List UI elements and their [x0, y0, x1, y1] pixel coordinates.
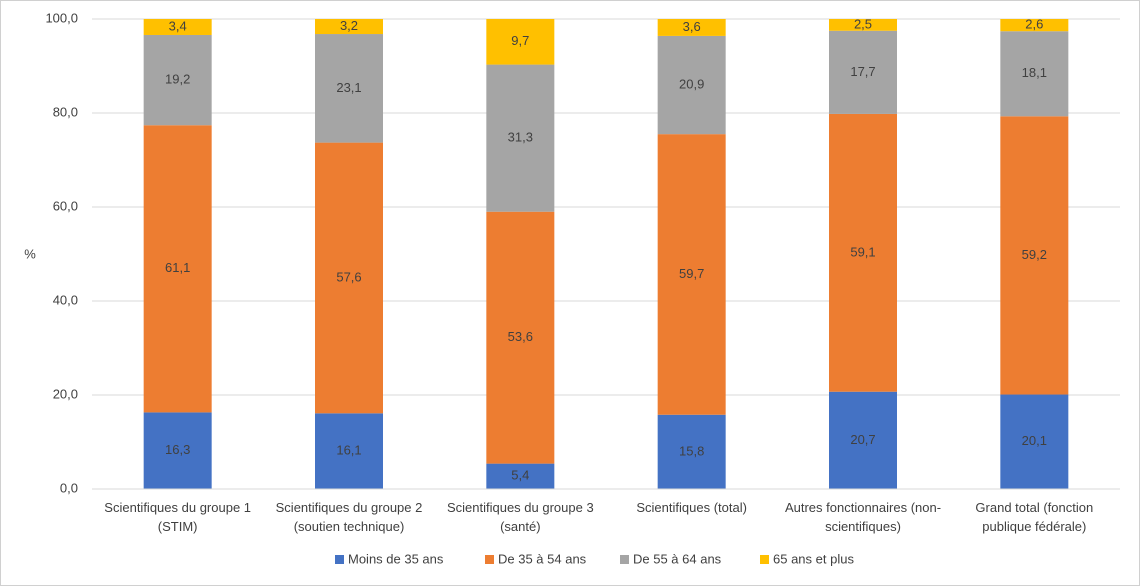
legend-swatch: [485, 555, 494, 564]
x-tick-label-line: Scientifiques du groupe 2: [276, 500, 423, 515]
x-tick-label: Grand total (fonction publique fédérale): [975, 500, 1093, 534]
y-tick-label: 20,0: [53, 386, 78, 401]
y-tick-label: 40,0: [53, 292, 78, 307]
legend-swatch: [760, 555, 769, 564]
x-tick-label-line: scientifiques): [825, 519, 901, 534]
bar-segment: [657, 35, 726, 135]
value-label: 53,6: [508, 329, 533, 344]
value-label: 15,8: [679, 443, 704, 458]
value-label: 57,6: [336, 269, 361, 284]
bar-segment: [486, 463, 555, 489]
value-label: 19,2: [165, 72, 190, 87]
bar-segment: [315, 19, 383, 35]
bar-segment: [1000, 19, 1069, 32]
value-label: 23,1: [336, 80, 361, 95]
value-label: 31,3: [508, 130, 533, 145]
legend-label: 65 ans et plus: [773, 551, 854, 566]
legend-swatch: [620, 555, 629, 564]
value-label: 3,4: [169, 18, 187, 33]
legend-label: De 35 à 54 ans: [498, 551, 587, 566]
x-tick-label-line: Grand total (fonction: [975, 500, 1093, 515]
y-axis-label: %: [24, 246, 36, 261]
bar-segment: [657, 19, 726, 36]
legend-label: Moins de 35 ans: [348, 551, 444, 566]
x-tick-label: Scientifiques du groupe 3 (santé): [447, 500, 594, 534]
x-tick-label: Scientifiques (total): [636, 500, 747, 515]
y-tick-label: 60,0: [53, 198, 78, 213]
x-tick-label-line: (STIM): [158, 519, 198, 534]
value-label: 20,7: [850, 432, 875, 447]
x-tick-label-line: Autres fonctionnaires (non-: [785, 500, 941, 515]
y-tick-label: 100,0: [45, 10, 78, 25]
value-label: 16,1: [336, 443, 361, 458]
value-label: 16,3: [165, 442, 190, 457]
bar-segment: [143, 19, 212, 35]
legend-label: De 55 à 64 ans: [633, 551, 722, 566]
bar-segment: [1000, 116, 1069, 395]
x-tick-label-line: publique fédérale): [982, 519, 1086, 534]
value-label: 3,6: [683, 19, 701, 34]
bar-segment: [657, 414, 726, 489]
x-tick-label: Autres fonctionnaires (non-scientifiques…: [785, 500, 941, 534]
x-tick-label-line: Scientifiques du groupe 3: [447, 500, 594, 515]
bar-segment: [657, 134, 726, 415]
value-label: 3,2: [340, 18, 358, 33]
value-label: 17,7: [850, 64, 875, 79]
bar-segment: [143, 412, 212, 489]
bar-segment: [829, 30, 897, 114]
bar-segment: [486, 19, 555, 65]
bar-segment: [486, 64, 555, 212]
value-label: 9,7: [511, 33, 529, 48]
value-label: 20,1: [1022, 433, 1047, 448]
value-label: 2,5: [854, 16, 872, 31]
value-label: 20,9: [679, 76, 704, 91]
y-tick-label: 0,0: [60, 480, 78, 495]
x-tick-label-line: (santé): [500, 519, 540, 534]
value-label: 61,1: [165, 260, 190, 275]
y-tick-label: 80,0: [53, 104, 78, 119]
bar-segment: [829, 113, 897, 392]
x-tick-label: Scientifiques du groupe 2 (soutien techni…: [276, 500, 423, 534]
bar-segment: [315, 34, 383, 143]
legend-swatch: [335, 555, 344, 564]
x-tick-label-line: (soutien technique): [294, 519, 405, 534]
value-label: 18,1: [1022, 65, 1047, 80]
value-label: 2,6: [1025, 17, 1043, 32]
x-tick-label: Scientifiques du groupe 1 (STIM): [104, 500, 251, 534]
x-tick-label-line: Scientifiques (total): [636, 500, 747, 515]
bar-segment: [829, 391, 897, 489]
bar-segment: [829, 19, 897, 31]
value-label: 59,1: [850, 244, 875, 259]
bar-segment: [143, 34, 212, 126]
value-label: 59,7: [679, 266, 704, 281]
value-label: 5,4: [511, 468, 529, 483]
bar-segment: [1000, 31, 1069, 117]
bar-segment: [315, 142, 383, 414]
x-tick-label-line: Scientifiques du groupe 1: [104, 500, 251, 515]
bar-segment: [143, 125, 212, 413]
bar-segment: [1000, 394, 1069, 489]
bar-segment: [486, 211, 555, 464]
bar-segment: [315, 413, 383, 489]
value-label: 59,2: [1022, 247, 1047, 262]
